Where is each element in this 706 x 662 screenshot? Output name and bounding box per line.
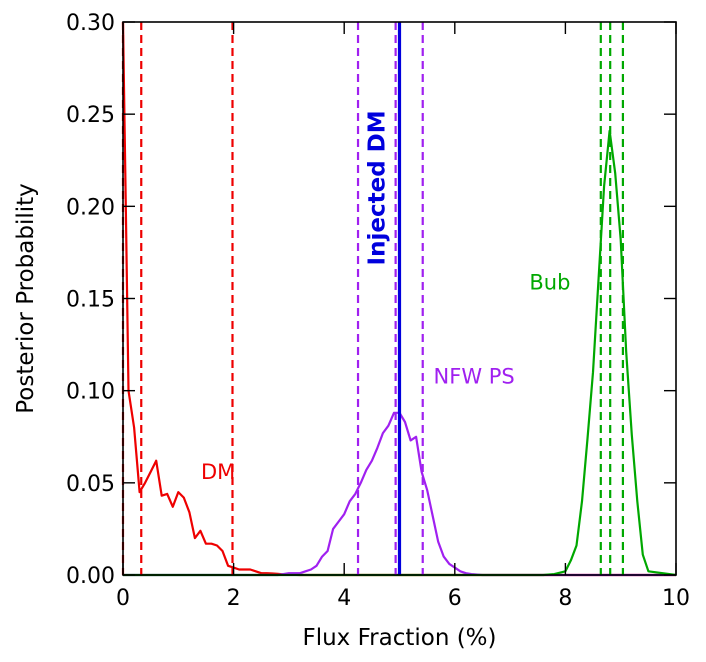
series-line-nfw-ps (123, 411, 676, 577)
y-axis-title: Posterior Probability (13, 183, 39, 414)
series-label-nfw-ps: NFW PS (434, 364, 515, 388)
y-tick-label: 0.25 (66, 103, 115, 128)
y-tick-label: 0.30 (66, 11, 115, 36)
x-tick-label: 10 (662, 586, 690, 611)
credible-lines-layer (121, 22, 625, 575)
x-tick-label: 2 (227, 586, 241, 611)
y-tick-label: 0.10 (66, 380, 115, 405)
plot-frame (122, 21, 677, 576)
x-tick-label: 8 (558, 586, 572, 611)
x-tick-label: 4 (337, 586, 351, 611)
y-tick-label: 0.00 (66, 564, 115, 589)
series-label-bub: Bub (529, 270, 570, 294)
annotations-layer: DM NFW PS Bub (201, 270, 570, 484)
injected-dm-label: Injected DM (365, 110, 391, 265)
series-label-dm: DM (201, 460, 235, 484)
y-tick-label: 0.05 (66, 472, 115, 497)
x-tick-label: 0 (116, 586, 130, 611)
tick-labels-layer: 0 2 4 6 8 10 0.00 0.05 0.10 0.15 0.20 0.25 0.30 (66, 11, 690, 611)
x-tick-label: 6 (448, 586, 462, 611)
x-axis-title: Flux Fraction (%) (302, 625, 496, 651)
injected-line-layer: Injected DM (365, 22, 402, 575)
y-tick-label: 0.15 (66, 288, 115, 313)
y-tick-label: 0.20 (66, 195, 115, 220)
